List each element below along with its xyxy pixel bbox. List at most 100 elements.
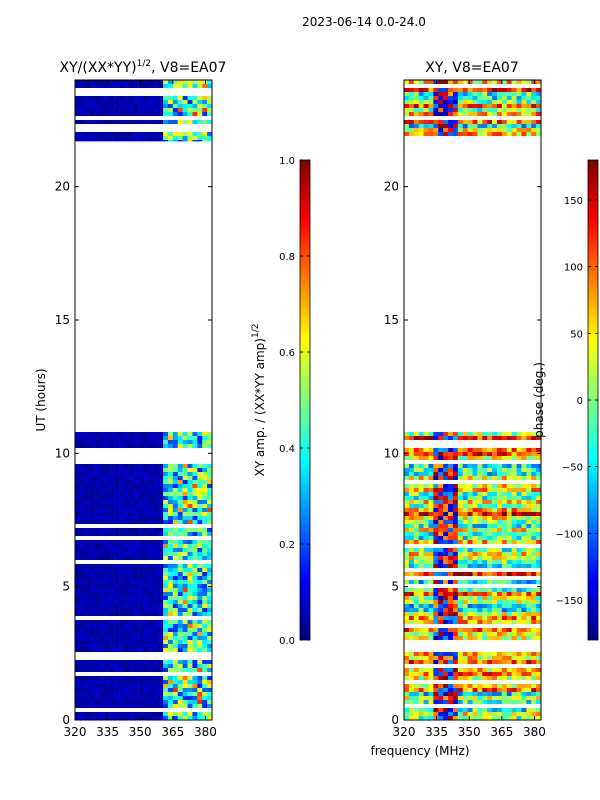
heatmap-cell [472, 80, 478, 84]
heatmap-cell [133, 564, 139, 568]
heatmap-cell [167, 440, 174, 444]
heatmap-cell [496, 96, 503, 100]
heatmap-cell [202, 112, 208, 116]
heatmap-cell [511, 636, 517, 640]
heatmap-cell [172, 492, 179, 496]
heatmap-cell [536, 528, 542, 532]
heatmap-cell [119, 436, 125, 440]
heatmap-cell [163, 696, 169, 700]
heatmap-cell [94, 564, 100, 568]
heatmap-cell [496, 572, 503, 576]
heatmap-cell [143, 648, 149, 652]
heatmap-cell [433, 688, 439, 692]
heatmap-cell [148, 632, 154, 636]
heatmap-cell [482, 452, 488, 456]
heatmap-cell [457, 700, 464, 704]
heatmap-cell [182, 440, 188, 444]
heatmap-cell [443, 468, 449, 472]
heatmap-cell [128, 668, 135, 672]
heatmap-cell [172, 532, 179, 536]
heatmap-cell [433, 560, 439, 564]
heatmap-cell [496, 520, 503, 524]
heatmap-cell [143, 660, 149, 664]
heatmap-cell [128, 136, 135, 140]
left-heatmap [75, 80, 213, 720]
heatmap-cell [143, 84, 149, 88]
heatmap-cell [433, 668, 439, 672]
heatmap-cell [452, 672, 459, 676]
heatmap-cell [177, 100, 183, 104]
heatmap-cell [433, 588, 439, 592]
heatmap-cell [79, 680, 86, 684]
heatmap-cell [187, 608, 193, 612]
heatmap-cell [99, 500, 105, 504]
heatmap-cell [404, 632, 410, 636]
heatmap-cell [104, 620, 110, 624]
heatmap-cell [84, 712, 90, 716]
heatmap-cell [128, 80, 135, 84]
heatmap-cell [133, 548, 139, 552]
heatmap-cell [148, 80, 154, 84]
heatmap-cell [75, 664, 81, 668]
heatmap-cell [521, 668, 527, 672]
heatmap-cell [79, 436, 86, 440]
heatmap-cell [413, 512, 419, 516]
heatmap-cell [153, 120, 159, 124]
heatmap-cell [443, 112, 449, 116]
heatmap-cell [531, 652, 537, 656]
heatmap-cell [496, 496, 503, 500]
heatmap-cell [123, 628, 130, 632]
heatmap-cell [153, 132, 159, 136]
heatmap-cell [457, 596, 464, 600]
heatmap-cell [506, 588, 512, 592]
heatmap-cell [452, 528, 459, 532]
heatmap-cell [433, 476, 439, 480]
heatmap-cell [177, 136, 183, 140]
heatmap-cell [438, 512, 444, 516]
heatmap-cell [197, 112, 203, 116]
heatmap-cell [531, 536, 537, 540]
heatmap-cell [452, 468, 459, 472]
heatmap-cell [428, 80, 434, 84]
heatmap-cell [492, 112, 498, 116]
heatmap-cell [114, 476, 120, 480]
heatmap-cell [418, 432, 424, 436]
heatmap-cell [526, 464, 532, 468]
heatmap-cell [452, 520, 459, 524]
heatmap-cell [408, 560, 415, 564]
heatmap-cell [163, 444, 169, 448]
heatmap-cell [443, 500, 449, 504]
heatmap-cell [197, 604, 203, 608]
heatmap-cell [526, 656, 532, 660]
heatmap-cell [94, 604, 100, 608]
heatmap-cell [192, 564, 198, 568]
heatmap-cell [109, 484, 115, 488]
heatmap-cell [148, 568, 154, 572]
heatmap-cell [526, 688, 532, 692]
heatmap-cell [99, 556, 105, 560]
heatmap-cell [128, 700, 135, 704]
heatmap-cell [472, 508, 478, 512]
heatmap-cell [492, 124, 498, 128]
heatmap-cell [143, 132, 149, 136]
heatmap-cell [404, 516, 410, 520]
heatmap-cell [472, 88, 478, 92]
heatmap-cell [138, 692, 144, 696]
heatmap-cell [511, 124, 517, 128]
heatmap-cell [408, 612, 415, 616]
heatmap-cell [404, 512, 410, 516]
heatmap-cell [531, 632, 537, 636]
heatmap-cell [531, 484, 537, 488]
heatmap-cell [443, 684, 449, 688]
heatmap-cell [462, 104, 468, 108]
heatmap-cell [153, 664, 159, 668]
heatmap-cell [192, 464, 198, 468]
heatmap-cell [438, 108, 444, 112]
heatmap-cell [423, 508, 429, 512]
heatmap-cell [531, 564, 537, 568]
heatmap-cell [404, 508, 410, 512]
heatmap-cell [104, 588, 110, 592]
heatmap-cell [448, 560, 454, 564]
heatmap-cell [516, 88, 522, 92]
heatmap-cell [143, 508, 149, 512]
